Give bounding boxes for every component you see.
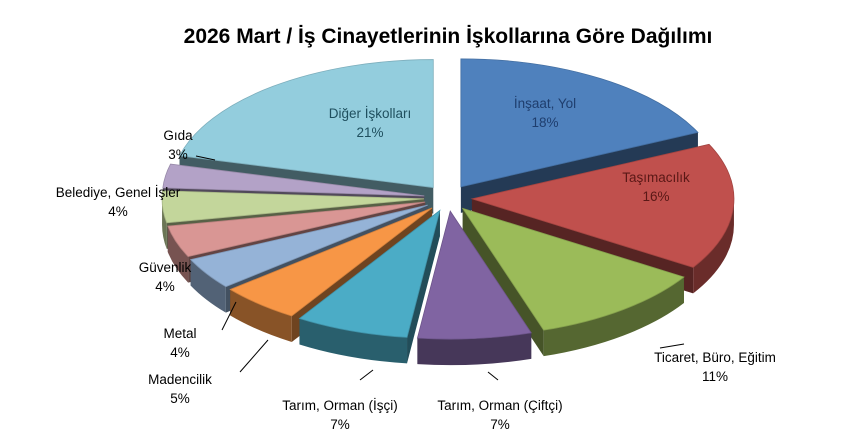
value-label-tarim-orman-ciftci: 7% <box>490 417 510 432</box>
value-label-i-nsaat-yol: 18% <box>531 115 558 130</box>
pie-slices <box>161 58 735 366</box>
value-label-belediye-genel-i-sler: 4% <box>108 204 128 219</box>
slice-top-face <box>229 207 433 317</box>
value-label-metal: 4% <box>170 345 190 360</box>
slice-top-face <box>161 190 425 224</box>
leader-line-metal <box>221 301 237 331</box>
value-label-ticaret-buro-egitim: 11% <box>702 369 728 384</box>
slice-ticaret-buro-egitim <box>461 207 685 357</box>
slice-top-face <box>178 59 434 189</box>
value-label-gida: 3% <box>168 147 188 162</box>
leader-line-gida <box>195 155 216 161</box>
leader-lines <box>195 155 685 381</box>
slice-top-face <box>470 143 735 268</box>
slice-side-face <box>407 210 440 364</box>
slice-tarim-orman-ciftci <box>416 210 532 366</box>
label-diger-i-skollari: Diğer İşkolları <box>329 106 412 121</box>
slice-labels: İnşaat, Yol 18% Taşımacılık 16% Ticaret, Bür… <box>56 96 776 432</box>
label-belediye-genel-i-sler: Belediye, Genel İşler <box>56 185 181 200</box>
leader-line-tarim-orman-ciftci <box>487 371 499 381</box>
value-label-diger-i-skollari: 21% <box>356 125 383 140</box>
value-label-tarim-orman-i-sci: 7% <box>330 417 350 432</box>
label-gida: Gıda <box>163 128 193 143</box>
slice-top-face <box>189 204 428 288</box>
label-tarim-orman-ciftci: Tarım, Orman (Çiftçi) <box>437 398 562 413</box>
slice-top-face <box>416 210 532 340</box>
slice-outer-wall <box>299 318 408 364</box>
leader-line-madencilik <box>239 339 269 373</box>
label-ticaret-buro-egitim: Ticaret, Büro, Eğitim <box>654 350 776 365</box>
slice-outer-wall <box>190 259 226 313</box>
label-i-nsaat-yol: İnşaat, Yol <box>514 96 576 111</box>
label-guvenlik: Güvenlik <box>139 260 192 275</box>
leader-line-tarim-orman-i-sci <box>359 369 374 381</box>
value-label-tasimacilik: 16% <box>642 189 669 204</box>
value-label-guvenlik: 4% <box>155 279 175 294</box>
label-tasimacilik: Taşımacılık <box>622 170 690 185</box>
slice-outer-wall <box>417 332 532 366</box>
slice-top-face <box>298 209 441 338</box>
chart-title: 2026 Mart / İş Cinayetlerinin İşkolların… <box>184 25 713 48</box>
label-madencilik: Madencilik <box>148 372 212 387</box>
slice-outer-wall <box>543 277 684 357</box>
label-tarim-orman-i-sci: Tarım, Orman (İşçi) <box>282 398 398 413</box>
value-label-madencilik: 5% <box>170 391 190 406</box>
slice-top-face <box>162 163 425 197</box>
leader-line-ticaret-buro-egitim <box>659 343 685 349</box>
slice-top-face <box>460 58 699 188</box>
label-metal: Metal <box>163 326 196 341</box>
slice-top-face <box>461 207 685 331</box>
slice-outer-wall <box>693 198 734 294</box>
slice-outer-wall <box>167 226 189 283</box>
slice-top-face <box>167 201 426 258</box>
slice-outer-wall <box>230 289 292 342</box>
slice-tarim-orman-i-sci <box>298 209 441 364</box>
slice-side-face <box>462 208 544 357</box>
